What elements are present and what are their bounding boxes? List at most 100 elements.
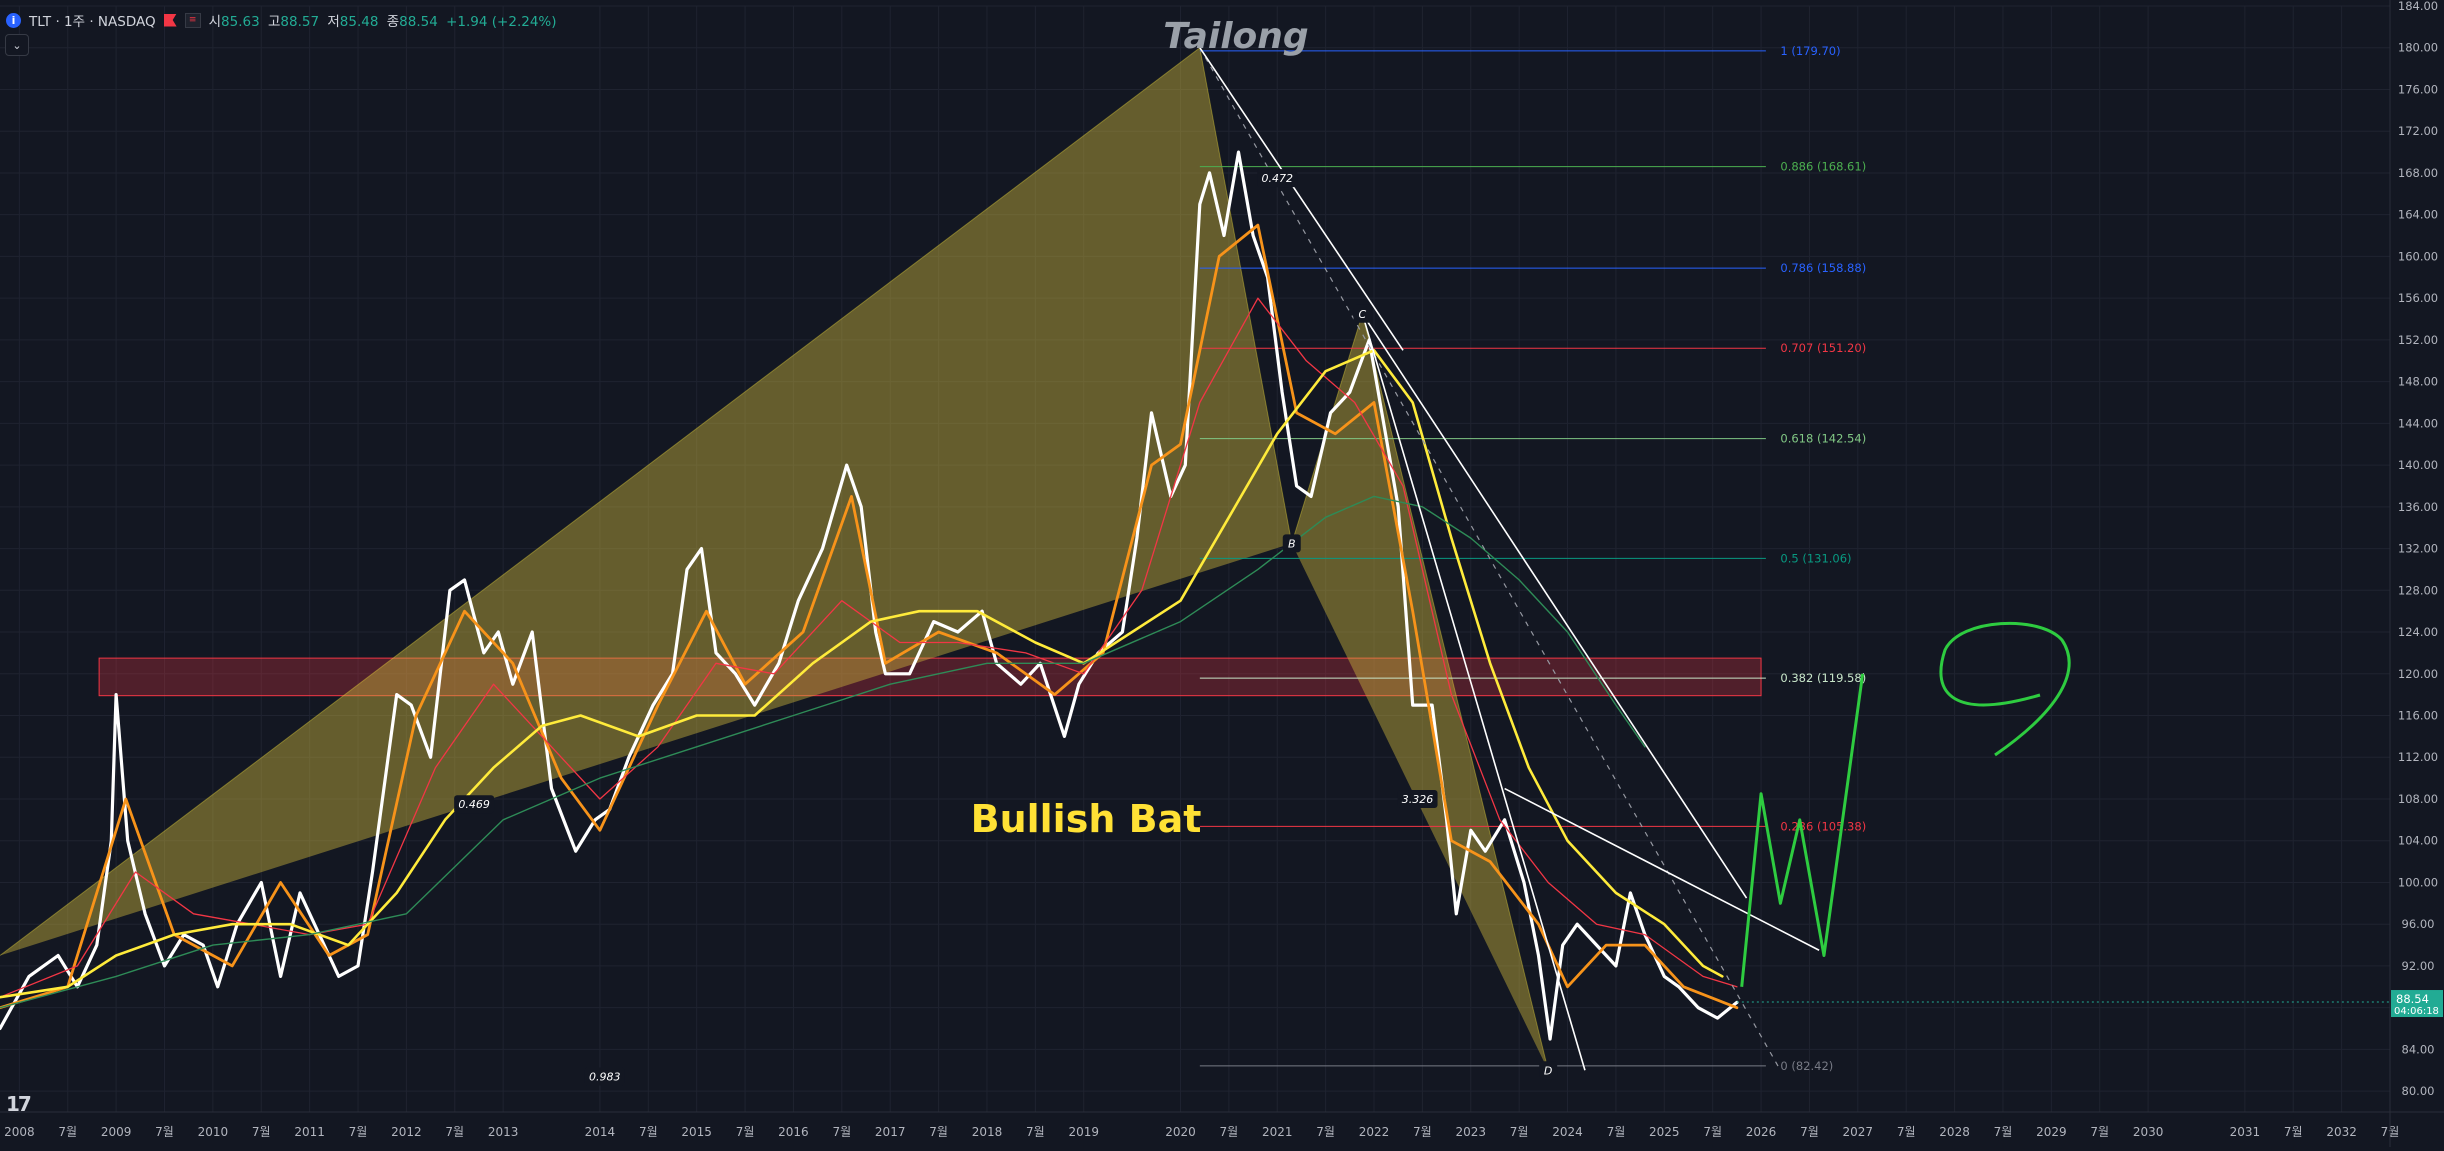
flag-icon[interactable]: [163, 13, 177, 27]
y-tick-label: 84.00: [2402, 1042, 2435, 1056]
change-value: +1.94 (+2.24%): [446, 14, 557, 30]
point-label: B: [1288, 537, 1296, 550]
y-tick-label: 172.00: [2398, 124, 2438, 138]
y-tick-label: 96.00: [2402, 917, 2435, 931]
author-watermark: Tailong: [1163, 16, 1308, 57]
high-value: 88.57: [280, 14, 320, 30]
ratio-badge: [1257, 169, 1298, 188]
trendline-mid: [1361, 313, 1748, 899]
x-tick-label: 2015: [681, 1125, 712, 1139]
y-tick-label: 140.00: [2398, 458, 2438, 472]
grid: [0, 5, 2391, 1112]
y-tick-label: 112.00: [2398, 750, 2438, 764]
x-tick-label: 2031: [2230, 1125, 2261, 1139]
y-tick-label: 108.00: [2398, 792, 2438, 806]
fib-retracement: 1 (179.70) 0.886 (168.61) 0.786 (158.88) 0.…: [1199, 44, 1866, 1073]
x-tick-label: 2014: [585, 1125, 616, 1139]
x-tick-label: 7월: [1800, 1125, 1819, 1139]
x-tick-label: 7월: [1316, 1125, 1335, 1139]
x-tick-label: 2010: [198, 1125, 229, 1139]
x-tick-label: 2013: [488, 1125, 519, 1139]
x-tick-label: 7월: [58, 1125, 77, 1139]
x-tick-label: 2025: [1649, 1125, 1680, 1139]
point-badge: [1282, 534, 1301, 553]
menu-icon[interactable]: ≡: [184, 12, 201, 28]
price-tag-bg: [2391, 990, 2443, 1018]
low-label: 저: [327, 14, 340, 30]
open-label: 시: [208, 14, 222, 30]
x-tick-label: 2017: [875, 1125, 906, 1139]
y-tick-label: 92.00: [2402, 959, 2435, 973]
x-tick-label: 2020: [1165, 1125, 1196, 1139]
fib-label: 0 (82.42): [1780, 1059, 1833, 1073]
x-tick-label: 2032: [2326, 1125, 2357, 1139]
fib-label: 0.618 (142.54): [1780, 432, 1866, 446]
trendline-steep: [1361, 313, 1586, 1071]
y-tick-label: 100.00: [2398, 875, 2438, 889]
ratio-label: 0.983: [589, 1071, 621, 1084]
x-tick-label: 7월: [349, 1125, 368, 1139]
series-line-1: [0, 223, 1739, 1010]
y-tick-label: 132.00: [2398, 542, 2438, 556]
point-label: C: [1359, 308, 1367, 321]
projection-path: [1740, 673, 1865, 987]
x-tick-label: 7월: [2284, 1125, 2303, 1139]
y-tick-label: 168.00: [2398, 166, 2438, 180]
x-tick-label: 2021: [1262, 1125, 1293, 1139]
point-label: D: [1544, 1064, 1552, 1077]
point-badge: [1539, 1061, 1558, 1080]
x-tick-label: 7월: [1897, 1125, 1916, 1139]
fib-label: 0.382 (119.58): [1780, 671, 1866, 685]
x-tick-label: 2012: [391, 1125, 422, 1139]
x-tick-label: 7월: [929, 1125, 948, 1139]
x-tick-label: 7월: [1220, 1125, 1239, 1139]
x-tick-label: 7월: [2090, 1125, 2109, 1139]
ratio-label: 3.326: [1402, 793, 1434, 806]
ratio-label: 0.472: [1261, 172, 1293, 185]
y-tick-label: 80.00: [2402, 1084, 2435, 1098]
low-value: 85.48: [339, 14, 379, 30]
fib-label: 0.5 (131.06): [1780, 551, 1851, 565]
bcd-triangle: [1291, 313, 1549, 1071]
x-tick-label: 7월: [1510, 1125, 1529, 1139]
ratio-badge: [454, 795, 495, 814]
series-lines: [0, 150, 1739, 1041]
x-tick-label: 7월: [639, 1125, 658, 1139]
open-value: 85.63: [221, 14, 260, 30]
y-tick-label: 116.00: [2398, 709, 2438, 723]
series-line-3: [0, 348, 1724, 999]
annotations: C B D 0.472 0.469 3.326 0.983 Bullish Bat Tailon…: [454, 16, 2071, 1086]
x-tick-label: 7월: [445, 1125, 464, 1139]
x-tick-label: 7월: [155, 1125, 174, 1139]
y-tick-label: 176.00: [2398, 82, 2438, 96]
x-tick-label: 2024: [1552, 1125, 1583, 1139]
symbol-title[interactable]: TLT · 1주 · NASDAQ: [29, 14, 156, 30]
x-tick-label: 2029: [2036, 1125, 2067, 1139]
series-line-0: [0, 150, 1739, 1041]
x-tick-label: 7월: [1026, 1125, 1045, 1139]
x-tick-label: 7월: [1413, 1125, 1432, 1139]
x-tick-label: 2008: [4, 1125, 35, 1139]
close-value: 88.54: [399, 14, 438, 30]
x-tick-label: 2023: [1455, 1125, 1486, 1139]
x-tick-label: 2026: [1746, 1125, 1777, 1139]
legend-header: i TLT · 1주 · NASDAQ ≡ 시85.63 고88.57 저85.…: [0, 0, 1800, 40]
xab-triangle: [0, 47, 1292, 956]
target-circle: [1939, 621, 2071, 757]
x-tick-label: 2009: [101, 1125, 132, 1139]
collapse-chevron-icon[interactable]: ⌄: [5, 34, 29, 56]
info-icon[interactable]: i: [6, 12, 21, 28]
y-tick-label: 164.00: [2398, 208, 2438, 222]
zones: [98, 657, 1762, 697]
price-tag-countdown: 04:06:18: [2394, 1006, 2439, 1017]
y-tick-label: 160.00: [2398, 249, 2438, 263]
trendline-upper: [1199, 47, 1404, 351]
point-badge: [1353, 304, 1372, 323]
x-tick-label: 2019: [1068, 1125, 1099, 1139]
y-tick-label: 152.00: [2398, 333, 2438, 347]
fib-label: 0.707 (151.20): [1780, 341, 1866, 355]
y-tick-label: 144.00: [2398, 416, 2438, 430]
